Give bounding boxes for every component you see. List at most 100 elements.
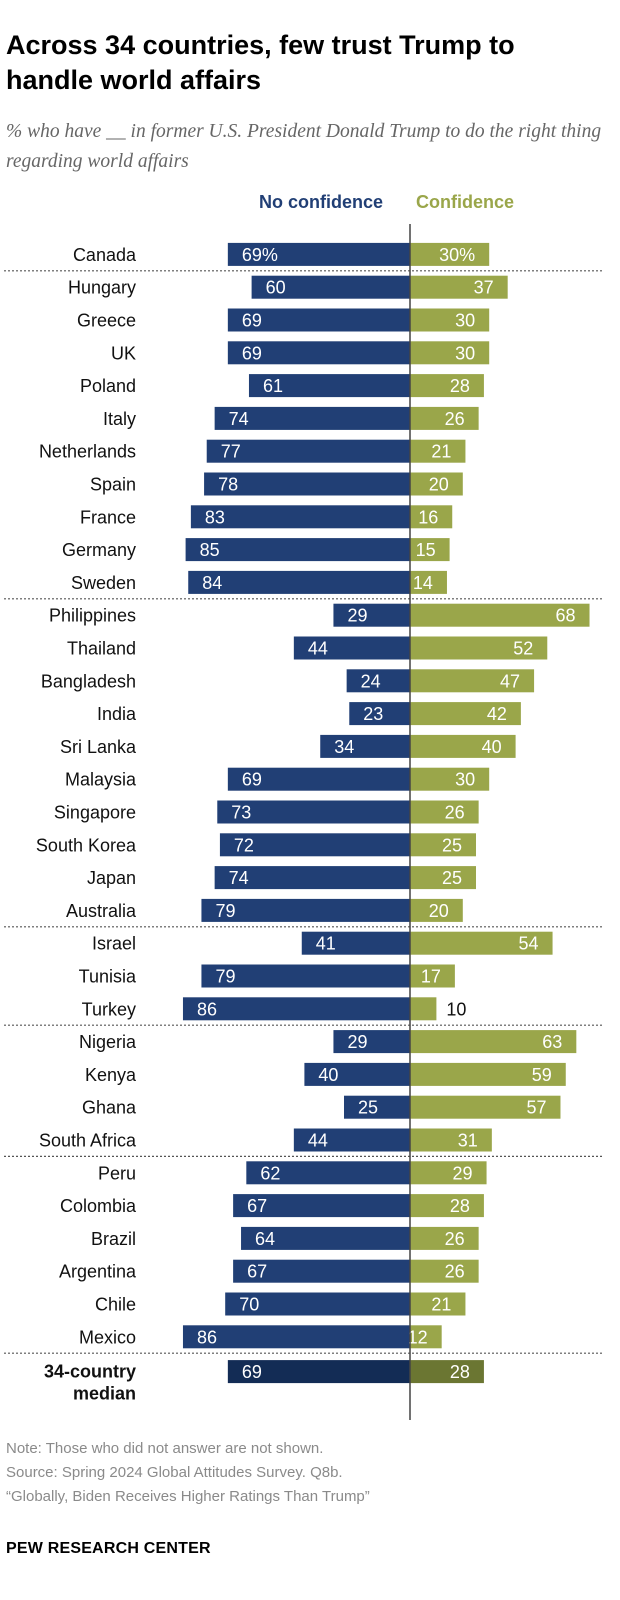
value-label-confidence-colombia: 28: [450, 1196, 470, 1216]
value-label-confidence-brazil: 26: [445, 1229, 465, 1249]
value-label-confidence-spain: 20: [429, 475, 449, 495]
value-label-confidence-greece: 30: [455, 311, 475, 331]
value-label-no-confidence-sri-lanka: 34: [334, 737, 354, 757]
value-label-no-confidence-germany: 85: [200, 540, 220, 560]
bar-confidence-kenya: [410, 1062, 566, 1086]
bar-no-confidence-singapore: [217, 800, 410, 824]
bar-no-confidence-italy: [214, 406, 410, 430]
country-label-israel: Israel: [92, 934, 136, 954]
bar-no-confidence-philippines: [333, 603, 410, 627]
value-label-confidence-australia: 20: [429, 901, 449, 921]
value-label-no-confidence-israel: 41: [316, 934, 336, 954]
bar-confidence-tunisia: [410, 964, 455, 988]
bar-no-confidence-ghana: [344, 1095, 410, 1119]
value-label-no-confidence-poland: 61: [263, 376, 283, 396]
bar-confidence-japan: [410, 866, 476, 890]
country-label-france: France: [80, 507, 136, 527]
value-label-confidence-netherlands: 21: [431, 442, 451, 462]
bar-confidence-sri-lanka: [410, 734, 516, 758]
bar-confidence-turkey: [410, 997, 437, 1021]
bar-confidence-south-korea: [410, 833, 476, 857]
bar-no-confidence-spain: [204, 472, 410, 496]
value-label-confidence-kenya: 59: [532, 1065, 552, 1085]
source-text: Source: Spring 2024 Global Attitudes Sur…: [6, 1464, 343, 1481]
value-label-no-confidence-brazil: 64: [255, 1229, 275, 1249]
series-header-confidence: Confidence: [416, 192, 514, 212]
country-label-argentina: Argentina: [59, 1262, 137, 1282]
footnotes: Note: Those who did not answer are not s…: [6, 1437, 606, 1509]
country-label-japan: Japan: [87, 868, 136, 888]
note-text: Note: Those who did not answer are not s…: [6, 1440, 324, 1457]
bar-no-confidence-mexico: [182, 1325, 410, 1349]
value-label-confidence-italy: 26: [445, 409, 465, 429]
value-label-no-confidence-uk: 69: [242, 343, 262, 363]
bar-confidence-uk: [410, 341, 490, 365]
bar-no-confidence-netherlands: [206, 439, 410, 463]
bar-no-confidence-canada: [227, 242, 410, 266]
bar-confidence-israel: [410, 931, 553, 955]
country-label-canada: Canada: [73, 245, 137, 265]
country-label-bangladesh: Bangladesh: [41, 671, 136, 691]
country-label-philippines: Philippines: [49, 606, 136, 626]
value-label-no-confidence-netherlands: 77: [221, 442, 241, 462]
bar-no-confidence-india: [349, 702, 410, 726]
value-label-confidence-mexico: 12: [408, 1327, 428, 1347]
bar-no-confidence-south-korea: [219, 833, 410, 857]
value-label-no-confidence-bangladesh: 24: [361, 671, 381, 691]
bar-no-confidence-thailand: [293, 636, 410, 660]
value-label-confidence-sri-lanka: 40: [482, 737, 502, 757]
bar-no-confidence-sri-lanka: [320, 734, 410, 758]
bar-confidence-hungary: [410, 275, 508, 299]
bar-confidence-france: [410, 505, 453, 529]
value-label-no-confidence-mexico: 86: [197, 1327, 217, 1347]
chart-title: Across 34 countries, few trust Trump to …: [6, 30, 515, 95]
country-label-brazil: Brazil: [91, 1229, 136, 1249]
bar-no-confidence-argentina: [233, 1259, 410, 1283]
median-label-line-1: 34-country: [44, 1362, 136, 1382]
country-label-poland: Poland: [80, 376, 136, 396]
bar-no-confidence-uk: [227, 341, 410, 365]
value-label-median-no-confidence: 69: [242, 1362, 262, 1382]
value-label-no-confidence-greece: 69: [242, 311, 262, 331]
value-label-no-confidence-south-korea: 72: [234, 835, 254, 855]
bar-no-confidence-brazil: [241, 1226, 410, 1250]
bar-confidence-south-africa: [410, 1128, 492, 1152]
bar-no-confidence-australia: [201, 898, 410, 922]
bar-confidence-germany: [410, 538, 450, 562]
country-label-kenya: Kenya: [85, 1065, 137, 1085]
country-label-malaysia: Malaysia: [65, 770, 137, 790]
country-label-italy: Italy: [103, 409, 136, 429]
bar-median-no-confidence: [227, 1360, 410, 1384]
bar-no-confidence-nigeria: [333, 1030, 410, 1054]
bar-no-confidence-sweden: [188, 570, 410, 594]
country-label-south-korea: South Korea: [36, 835, 137, 855]
value-label-no-confidence-singapore: 73: [231, 803, 251, 823]
bar-confidence-philippines: [410, 603, 590, 627]
country-label-peru: Peru: [98, 1163, 136, 1183]
country-label-sweden: Sweden: [71, 573, 136, 593]
value-label-confidence-singapore: 26: [445, 803, 465, 823]
value-label-no-confidence-peru: 62: [260, 1163, 280, 1183]
country-label-ghana: Ghana: [82, 1098, 137, 1118]
country-label-uk: UK: [111, 343, 136, 363]
bar-no-confidence-peru: [246, 1161, 410, 1185]
country-label-sri-lanka: Sri Lanka: [60, 737, 137, 757]
bar-no-confidence-israel: [301, 931, 410, 955]
value-label-no-confidence-argentina: 67: [247, 1262, 267, 1282]
country-label-netherlands: Netherlands: [39, 442, 136, 462]
country-label-spain: Spain: [90, 475, 136, 495]
bar-confidence-sweden: [410, 570, 447, 594]
value-label-no-confidence-kenya: 40: [318, 1065, 338, 1085]
country-label-germany: Germany: [62, 540, 136, 560]
value-label-confidence-peru: 29: [453, 1163, 473, 1183]
value-label-no-confidence-spain: 78: [218, 475, 238, 495]
value-label-confidence-turkey: 10: [446, 999, 466, 1019]
country-label-nigeria: Nigeria: [79, 1032, 137, 1052]
value-label-no-confidence-nigeria: 29: [347, 1032, 367, 1052]
country-label-greece: Greece: [77, 311, 136, 331]
value-label-confidence-poland: 28: [450, 376, 470, 396]
country-label-tunisia: Tunisia: [79, 967, 137, 987]
value-label-no-confidence-ghana: 25: [358, 1098, 378, 1118]
bar-no-confidence-bangladesh: [346, 669, 410, 693]
bar-confidence-nigeria: [410, 1030, 577, 1054]
